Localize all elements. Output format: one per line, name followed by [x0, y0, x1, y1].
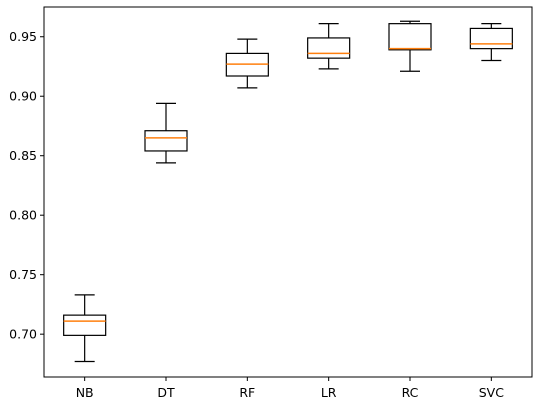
y-tick-label: 0.75 — [9, 267, 37, 282]
box-rf — [225, 38, 269, 89]
box-nb — [63, 294, 107, 363]
iqr-box-lr — [307, 37, 351, 59]
y-tick-label: 0.90 — [9, 89, 37, 104]
x-tick-label-rf: RF — [239, 385, 255, 400]
plot-area — [43, 6, 533, 378]
y-tick-label: 0.95 — [9, 29, 37, 44]
box-dt — [144, 102, 188, 164]
iqr-box-svc — [469, 27, 513, 50]
y-axis: 0.70 0.75 0.80 0.85 0.90 0.95 — [9, 29, 44, 342]
x-axis: NB DT RF LR RC SVC — [76, 377, 504, 400]
iqr-box-dt — [144, 130, 188, 152]
plot-frame — [43, 6, 533, 378]
y-tick-label: 0.70 — [9, 327, 37, 342]
box-lr — [307, 23, 351, 70]
iqr-box-rc — [388, 23, 432, 51]
box-series — [63, 20, 513, 363]
box-rc — [388, 20, 432, 72]
box-svc — [469, 23, 513, 62]
x-tick-label-lr: LR — [321, 385, 337, 400]
y-tick-label: 0.85 — [9, 148, 37, 163]
x-tick-label-nb: NB — [76, 385, 94, 400]
iqr-box-nb — [63, 314, 107, 336]
x-tick-label-dt: DT — [157, 385, 175, 400]
x-tick-label-rc: RC — [402, 385, 419, 400]
x-tick-label-svc: SVC — [479, 385, 504, 400]
y-tick-label: 0.80 — [9, 208, 37, 223]
